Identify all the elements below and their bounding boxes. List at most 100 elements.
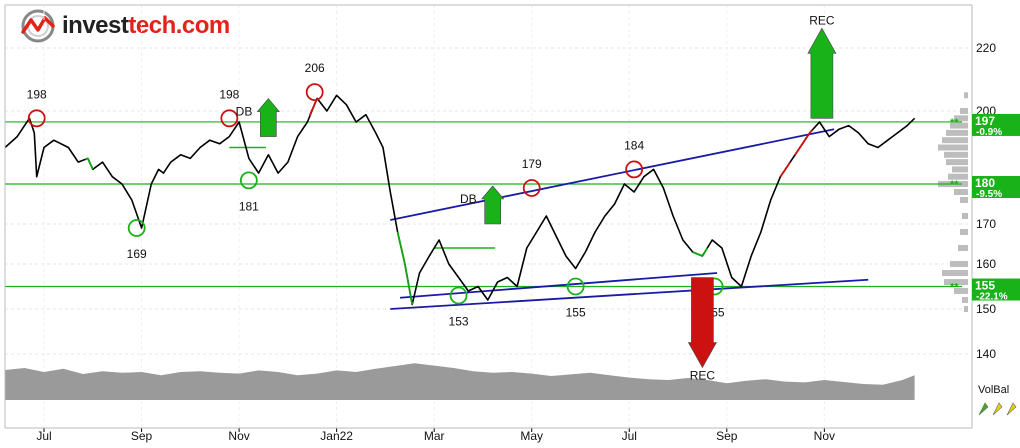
sr-label-value: 197 [975, 114, 995, 128]
signal-label: REC [809, 13, 835, 27]
y-tick-label: 160 [976, 257, 996, 271]
pivot-label: 184 [624, 138, 644, 152]
volume-profile-bar [960, 229, 968, 235]
price-segment [308, 98, 318, 116]
sr-label-change: -22.1% [976, 292, 1008, 303]
volume-profile-bar [946, 129, 968, 136]
pivot-top-marker [27, 109, 46, 128]
volume-profile-bar [944, 279, 968, 285]
y-tick-label: 170 [976, 217, 996, 231]
volbal-signal-icon [1006, 402, 1017, 416]
plot-frame [4, 4, 973, 429]
pivot-bottom-marker [239, 171, 258, 190]
signal-arrow-up [481, 185, 505, 225]
volume-profile-bar [964, 306, 968, 312]
pattern-lines [229, 146, 496, 249]
volume-profile-bar [954, 115, 968, 122]
volume-profile-bar [960, 197, 968, 203]
volbal-signal-icon [992, 402, 1003, 416]
support-resistance-lines: ** ** ** [5, 117, 962, 294]
volume-profile-bar [954, 189, 968, 195]
x-tick-label: Jul [36, 429, 51, 443]
x-tick-label: Nov [814, 429, 835, 443]
volume-profile-bar [952, 166, 968, 173]
pivot-bottom-marker [127, 219, 146, 237]
volume-profile-bar [938, 144, 968, 151]
signal-label: REC [690, 369, 716, 383]
pivot-label: 206 [305, 61, 325, 75]
volume-profile-bar [958, 245, 968, 251]
volume-profile-bar [942, 270, 968, 276]
pivot-top-marker [625, 160, 644, 179]
volume-label: VolBal [978, 384, 1009, 396]
sr-label-value: 155 [975, 279, 995, 293]
price-line [4, 94, 916, 306]
volume-profile-bar [944, 151, 968, 158]
volume-profile-bar [946, 159, 968, 166]
pivot-label: 153 [449, 315, 469, 329]
price-segment [692, 247, 709, 257]
signal-label: DB [236, 105, 253, 119]
sr-label-box [972, 113, 1020, 136]
sr-label-change: -0.9% [976, 127, 1002, 138]
volume-profile-bar [942, 137, 968, 144]
sr-label-value: 180 [975, 176, 995, 190]
signal-arrow-up [256, 98, 281, 137]
y-tick-label: 220 [976, 41, 996, 55]
sr-label-box [972, 278, 1020, 301]
y-tick-label: 150 [976, 302, 996, 316]
price-segment [779, 161, 791, 178]
axes: 140150160170180200220JulSepNovJan22MarMa… [4, 4, 996, 443]
signal-arrow-down [687, 277, 717, 369]
sr-label-change: -9.5% [976, 189, 1002, 200]
price-segment [396, 231, 414, 305]
signal-label: DB [460, 192, 477, 206]
volume-profile-bar [950, 261, 968, 267]
pivot-top-marker [522, 179, 541, 197]
pivot-label: 169 [127, 247, 147, 261]
x-tick-label: May [520, 429, 543, 443]
x-tick-label: Sep [716, 429, 738, 443]
volume-profile-bar [948, 173, 968, 180]
volbal-signal-icon [978, 402, 989, 416]
x-tick-label: Sep [131, 429, 153, 443]
logo: investtech.com [18, 8, 230, 44]
volume-balance-area: VolBal [5, 363, 1017, 416]
sr-labels: 197-0.9% 180-9.5% 155-22.1% [972, 113, 1020, 303]
pivot-bottom-marker [449, 286, 468, 305]
volume-profile-bar [950, 122, 968, 129]
volume-profile-bar [964, 92, 968, 99]
trend-line [390, 278, 869, 310]
trend-line [399, 272, 718, 299]
sr-marker: ** [950, 117, 959, 129]
x-tick-label: Jan22 [320, 429, 353, 443]
brand-name-part2: tech.com [128, 12, 230, 39]
sr-label-box [972, 176, 1020, 198]
pivot-label: 181 [239, 199, 259, 213]
signal-arrows: DB DB REC REC [236, 13, 837, 383]
sr-marker: ** [950, 282, 959, 294]
signal-arrow-up [807, 27, 837, 119]
volume-profile-bar [960, 108, 968, 114]
x-tick-label: Nov [228, 429, 249, 443]
trend-line [390, 128, 835, 221]
volume-profile-bar [962, 297, 968, 303]
pivot-label: 155 [566, 306, 586, 320]
brand-name: investtech.com [62, 12, 230, 40]
volume-profile-bar [962, 213, 968, 219]
volume-profile-bar [954, 288, 968, 294]
logo-icon [21, 9, 55, 43]
price-series [4, 94, 916, 306]
price-segment [794, 129, 813, 156]
pivot-bottom-marker [566, 277, 585, 296]
x-tick-label: Mar [424, 429, 445, 443]
price-segment [85, 157, 94, 170]
x-tick-label: Jul [622, 429, 637, 443]
volume-balance-series [5, 363, 915, 400]
pivot-top-marker [220, 109, 239, 128]
pivot-label: 179 [522, 157, 542, 171]
y-tick-label: 140 [976, 347, 996, 361]
pivot-top-marker [305, 83, 324, 101]
